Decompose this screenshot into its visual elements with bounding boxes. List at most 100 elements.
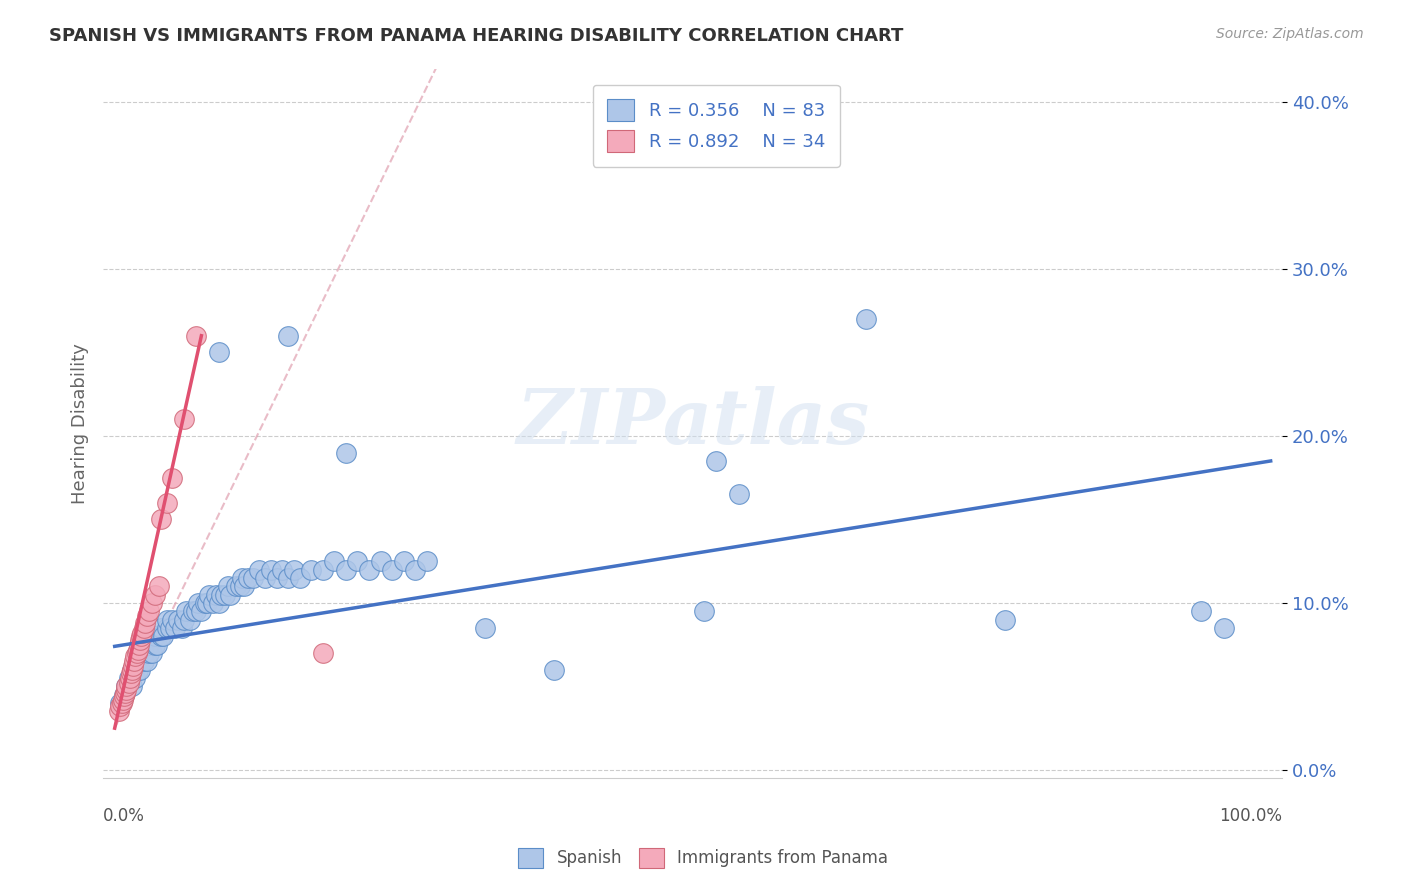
Point — [111, 693, 134, 707]
Point — [121, 663, 143, 677]
Point — [131, 626, 153, 640]
Point — [138, 604, 160, 618]
Point — [152, 629, 174, 643]
Point — [148, 579, 170, 593]
Point — [141, 646, 163, 660]
Point — [335, 445, 357, 459]
Point — [132, 621, 155, 635]
Point — [129, 663, 152, 677]
Text: 0.0%: 0.0% — [103, 807, 145, 825]
Point — [184, 604, 207, 618]
Point — [181, 604, 204, 618]
Point — [335, 562, 357, 576]
Point — [288, 571, 311, 585]
Point — [209, 588, 232, 602]
Point — [1213, 621, 1236, 635]
Point — [271, 562, 294, 576]
Point — [208, 345, 231, 359]
Point — [149, 512, 172, 526]
Point — [129, 629, 152, 643]
Point — [370, 554, 392, 568]
Point — [253, 571, 276, 585]
Point — [474, 621, 496, 635]
Point — [134, 615, 156, 630]
Point — [114, 686, 136, 700]
Point — [201, 596, 224, 610]
Point — [704, 454, 727, 468]
Point — [195, 596, 218, 610]
Point — [392, 554, 415, 568]
Point — [163, 621, 186, 635]
Point — [125, 646, 148, 660]
Text: Source: ZipAtlas.com: Source: ZipAtlas.com — [1216, 27, 1364, 41]
Point — [208, 596, 231, 610]
Point — [120, 666, 142, 681]
Point — [143, 638, 166, 652]
Point — [416, 554, 439, 568]
Point — [214, 588, 236, 602]
Point — [129, 632, 152, 647]
Point — [167, 613, 190, 627]
Point — [170, 621, 193, 635]
Point — [127, 654, 149, 668]
Point — [190, 604, 212, 618]
Point — [266, 571, 288, 585]
Point — [127, 663, 149, 677]
Point — [346, 554, 368, 568]
Point — [404, 562, 426, 576]
Point — [260, 562, 283, 576]
Point — [138, 646, 160, 660]
Point — [118, 671, 141, 685]
Point — [994, 613, 1017, 627]
Point — [146, 638, 169, 652]
Point — [115, 680, 138, 694]
Point — [136, 609, 159, 624]
Point — [141, 596, 163, 610]
Point — [543, 663, 565, 677]
Point — [112, 690, 135, 704]
Point — [132, 646, 155, 660]
Point — [217, 579, 239, 593]
Point — [198, 588, 221, 602]
Point — [323, 554, 346, 568]
Text: SPANISH VS IMMIGRANTS FROM PANAMA HEARING DISABILITY CORRELATION CHART: SPANISH VS IMMIGRANTS FROM PANAMA HEARIN… — [49, 27, 904, 45]
Point — [127, 642, 149, 657]
Point — [231, 571, 253, 585]
Text: 100.0%: 100.0% — [1219, 807, 1282, 825]
Point — [162, 613, 184, 627]
Point — [173, 613, 195, 627]
Point — [112, 688, 135, 702]
Point — [219, 588, 242, 602]
Point — [312, 646, 335, 660]
Point — [236, 571, 259, 585]
Point — [312, 562, 335, 576]
Legend: R = 0.356    N = 83, R = 0.892    N = 34: R = 0.356 N = 83, R = 0.892 N = 34 — [593, 85, 839, 167]
Point — [117, 671, 139, 685]
Point — [124, 654, 146, 668]
Point — [205, 588, 228, 602]
Point — [225, 579, 247, 593]
Point — [162, 471, 184, 485]
Point — [233, 579, 256, 593]
Point — [149, 621, 172, 635]
Point — [124, 649, 146, 664]
Point — [149, 629, 172, 643]
Point — [128, 638, 150, 652]
Point — [228, 579, 250, 593]
Point — [143, 588, 166, 602]
Point — [357, 562, 380, 576]
Point — [1189, 604, 1212, 618]
Point — [110, 699, 132, 714]
Point — [156, 613, 179, 627]
Point — [136, 654, 159, 668]
Point — [693, 604, 716, 618]
Point — [242, 571, 264, 585]
Point — [194, 596, 217, 610]
Point — [381, 562, 404, 576]
Point — [121, 680, 143, 694]
Point — [176, 604, 198, 618]
Y-axis label: Hearing Disability: Hearing Disability — [72, 343, 89, 504]
Point — [124, 671, 146, 685]
Point — [156, 621, 179, 635]
Point — [117, 676, 139, 690]
